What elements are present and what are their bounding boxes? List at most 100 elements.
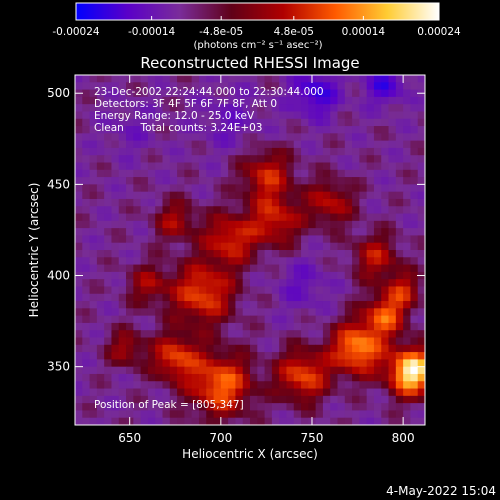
heatmap-cell (293, 322, 302, 331)
heatmap-cell (388, 286, 397, 295)
heatmap-cell (140, 410, 149, 419)
heatmap-cell (111, 220, 120, 229)
heatmap-cell (177, 133, 185, 142)
heatmap-cell (118, 228, 127, 236)
heatmap-cell (242, 264, 251, 273)
heatmap-cell (111, 403, 120, 411)
heatmap-cell (198, 373, 207, 382)
heatmap-cell (242, 147, 251, 156)
heatmap-cell (344, 352, 353, 360)
heatmap-cell (162, 373, 171, 382)
heatmap-cell (264, 235, 273, 244)
heatmap-cell (395, 271, 404, 280)
heatmap-cell (155, 118, 163, 127)
heatmap-cell (155, 337, 163, 346)
heatmap-cell (228, 417, 236, 425)
heatmap-cell (395, 293, 404, 302)
heatmap-cell (228, 388, 236, 397)
heatmap-cell (147, 330, 156, 338)
heatmap-cell (279, 162, 287, 171)
heatmap-cell (104, 96, 112, 105)
heatmap-cell (344, 264, 353, 273)
heatmap-cell (104, 381, 112, 389)
heatmap-cell (82, 235, 90, 244)
heatmap-cell (169, 308, 178, 317)
heatmap-cell (155, 250, 163, 258)
heatmap-cell (293, 417, 302, 425)
heatmap-cell (242, 388, 251, 397)
heatmap-cell (330, 191, 338, 200)
heatmap-cell (228, 403, 236, 411)
heatmap-cell (388, 301, 397, 309)
heatmap-cell (235, 381, 244, 389)
heatmap-cell (352, 381, 360, 389)
heatmap-cell (322, 111, 331, 120)
heatmap-cell (82, 111, 90, 120)
heatmap-cell (388, 403, 397, 411)
heatmap-cell (184, 359, 193, 368)
heatmap-cell (388, 82, 397, 90)
heatmap-cell (417, 279, 425, 287)
heatmap-cell (308, 228, 317, 236)
heatmap-cell (184, 206, 193, 214)
heatmap-cell (366, 220, 375, 229)
heatmap-cell (388, 140, 397, 149)
heatmap-cell (279, 147, 287, 156)
heatmap-cell (220, 257, 229, 265)
heatmap-cell (75, 293, 83, 302)
heatmap-cell (220, 308, 229, 317)
heatmap-cell (104, 286, 112, 295)
heatmap-cell (395, 206, 404, 214)
heatmap-cell (410, 82, 419, 90)
heatmap-cell (250, 118, 258, 127)
heatmap-cell (410, 395, 419, 404)
heatmap-cell (410, 381, 419, 389)
heatmap-cell (104, 126, 112, 134)
heatmap-cell (235, 75, 244, 83)
heatmap-cell (213, 330, 222, 338)
heatmap-cell (330, 373, 338, 382)
heatmap-cell (89, 89, 98, 98)
heatmap-cell (133, 286, 142, 295)
heatmap-cell (177, 118, 185, 127)
heatmap-cell (111, 301, 120, 309)
heatmap-cell (177, 286, 185, 295)
heatmap-cell (286, 286, 295, 295)
heatmap-cell (220, 330, 229, 338)
heatmap-cell (315, 417, 324, 425)
heatmap-cell (89, 198, 98, 207)
heatmap-cell (271, 82, 280, 90)
heatmap-cell (250, 417, 258, 425)
heatmap-cell (82, 359, 90, 368)
heatmap-cell (301, 308, 309, 317)
heatmap-cell (242, 118, 251, 127)
heatmap-cell (410, 118, 419, 127)
heatmap-cell (359, 75, 368, 83)
heatmap-cell (198, 242, 207, 251)
heatmap-cell (126, 191, 134, 200)
heatmap-cell (395, 198, 404, 207)
heatmap-cell (330, 344, 338, 353)
heatmap-cell (111, 250, 120, 258)
heatmap-cell (220, 250, 229, 258)
heatmap-cell (264, 337, 273, 346)
heatmap-cell (373, 257, 382, 265)
heatmap-cell (293, 96, 302, 105)
heatmap-cell (104, 147, 112, 156)
heatmap-cell (337, 162, 346, 171)
heatmap-cell (381, 184, 389, 193)
heatmap-cell (250, 279, 258, 287)
heatmap-cell (301, 359, 309, 368)
heatmap-cell (366, 410, 375, 419)
heatmap-cell (352, 264, 360, 273)
heatmap-cell (308, 191, 317, 200)
heatmap-cell (388, 242, 397, 251)
heatmap-cell (366, 337, 375, 346)
heatmap-cell (293, 82, 302, 90)
heatmap-cell (111, 279, 120, 287)
heatmap-cell (228, 75, 236, 83)
heatmap-cell (147, 366, 156, 375)
y-tick-label: 400 (47, 269, 70, 283)
heatmap-cell (264, 133, 273, 142)
heatmap-cell (271, 373, 280, 382)
